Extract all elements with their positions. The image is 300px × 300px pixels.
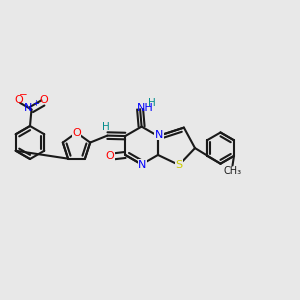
Text: O: O [106,152,115,161]
Text: O: O [72,128,81,138]
Text: N: N [155,130,163,140]
Text: S: S [176,160,182,170]
Text: N: N [23,103,32,113]
Text: −: − [19,90,28,100]
Text: CH₃: CH₃ [224,166,242,176]
Text: NH: NH [137,103,154,113]
Text: O: O [40,95,49,106]
Text: O: O [14,95,23,106]
Text: H: H [102,122,110,132]
Text: +: + [32,99,39,108]
Text: H: H [148,98,155,108]
Text: N: N [138,160,147,170]
